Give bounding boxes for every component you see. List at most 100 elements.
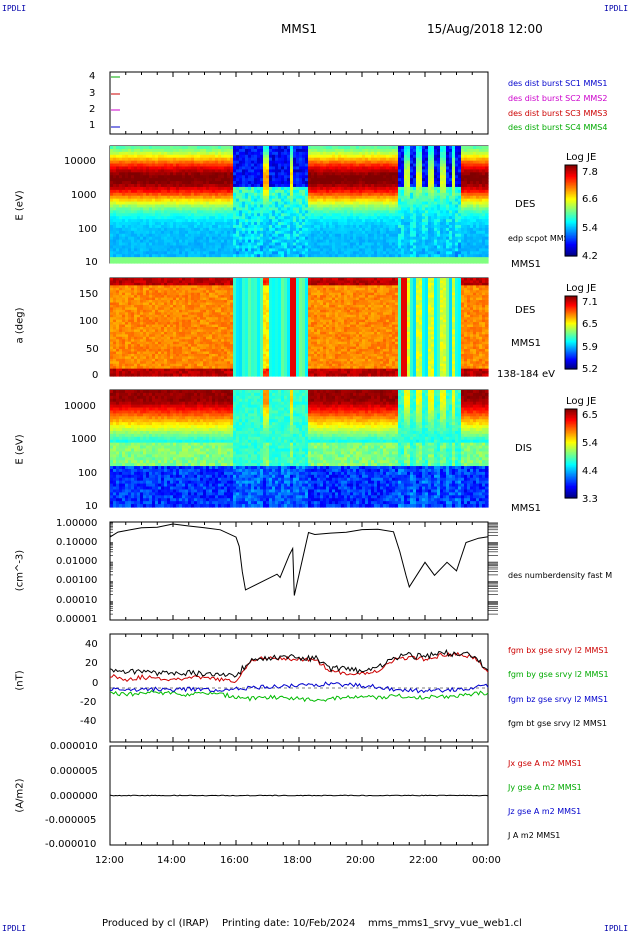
p2-spectrogram-cell: [395, 151, 399, 156]
p2-spectrogram-cell: [236, 230, 240, 235]
p2-spectrogram-cell: [194, 186, 198, 191]
p2-spectrogram-cell: [413, 254, 417, 258]
p2-spectrogram-cell: [185, 260, 189, 264]
p2-spectrogram-cell: [314, 245, 318, 249]
p2-spectrogram-cell: [197, 257, 201, 261]
p2-spectrogram-cell: [323, 151, 327, 156]
p2-spectrogram-cell: [221, 146, 225, 150]
p2-spectrogram-cell: [164, 227, 168, 232]
p2-spectrogram-cell: [215, 184, 219, 188]
p2-spectrogram-cell: [284, 216, 288, 220]
p2-spectrogram-cell: [422, 210, 426, 214]
p2-spectrogram-cell: [371, 239, 375, 244]
p2-spectrogram-cell: [314, 242, 318, 247]
p2-spectrogram-cell: [275, 230, 279, 235]
p2-spectrogram-cell: [194, 160, 198, 165]
p2-spectrogram-cell: [125, 166, 129, 170]
p2-spectrogram-cell: [281, 227, 285, 232]
p2-spectrogram-cell: [200, 210, 204, 214]
p2-spectrogram-cell: [293, 213, 297, 217]
p2-spectrogram-cell: [191, 239, 195, 244]
p2-spectrogram-cell: [212, 151, 216, 156]
p2-spectrogram-cell: [149, 216, 153, 220]
p2-spectrogram-cell: [371, 189, 375, 194]
p2-spectrogram-cell: [215, 192, 219, 197]
p2-spectrogram-cell: [440, 178, 444, 182]
p2-spectrogram-cell: [221, 227, 225, 232]
p2-spectrogram-cell: [242, 227, 246, 232]
p2-spectrogram-cell: [125, 195, 129, 200]
p2-spectrogram-cell: [350, 160, 354, 165]
p2-spectrogram-cell: [374, 230, 378, 235]
p2-spectrogram-cell: [164, 186, 168, 191]
p2-spectrogram-cell: [131, 175, 135, 179]
p2-spectrogram-cell: [251, 166, 255, 170]
p2-spectrogram-cell: [263, 146, 267, 150]
p2-spectrogram-cell: [233, 251, 237, 255]
p2-spectrogram-cell: [224, 239, 228, 244]
p2-spectrogram-cell: [254, 151, 258, 156]
p2-spectrogram-cell: [446, 257, 450, 261]
p2-spectrogram-cell: [140, 207, 144, 211]
p2-spectrogram-cell: [344, 219, 348, 223]
p2-spectrogram-cell: [200, 154, 204, 159]
p2-spectrogram-cell: [377, 230, 381, 235]
p2-spectrogram-cell: [383, 219, 387, 223]
p2-spectrogram-cell: [443, 172, 447, 176]
p2-spectrogram-cell: [371, 154, 375, 159]
p2-spectrogram-cell: [287, 219, 291, 223]
p2-spectrogram-cell: [410, 257, 414, 261]
p2-spectrogram-cell: [257, 154, 261, 159]
p2-spectrogram-cell: [152, 236, 156, 241]
p2-spectrogram-cell: [449, 189, 453, 194]
p2-spectrogram-cell: [422, 178, 426, 182]
p2-spectrogram-cell: [413, 251, 417, 255]
p2-spectrogram-cell: [122, 181, 126, 185]
p1-ytick-1: 1: [89, 120, 96, 131]
p2-spectrogram-cell: [221, 207, 225, 211]
p2-spectrogram-cell: [338, 169, 342, 173]
p2-spectrogram-cell: [158, 154, 162, 159]
p2-spectrogram-cell: [170, 163, 174, 168]
p2-spectrogram-cell: [308, 178, 312, 182]
p2-spectrogram-cell: [287, 245, 291, 249]
p2-spectrogram-cell: [401, 248, 405, 252]
p2-spectrogram-cell: [419, 213, 423, 217]
p2-spectrogram-cell: [392, 198, 396, 203]
p2-spectrogram-cell: [374, 248, 378, 252]
p2-spectrogram-cell: [278, 192, 282, 197]
p2-spectrogram-cell: [341, 204, 345, 209]
p2-spectrogram-cell: [257, 166, 261, 170]
p2-spectrogram-cell: [224, 175, 228, 179]
p2-spectrogram-cell: [242, 222, 246, 226]
p2-spectrogram-cell: [128, 251, 132, 255]
p2-spectrogram-cell: [119, 172, 123, 176]
p2-spectrogram-cell: [212, 186, 216, 191]
p2-spectrogram-cell: [395, 236, 399, 241]
p2-spectrogram-cell: [290, 166, 294, 170]
p2-spectrogram-cell: [344, 178, 348, 182]
p2-spectrogram-cell: [140, 166, 144, 170]
p2-spectrogram-cell: [377, 236, 381, 241]
p2-spectrogram-cell: [413, 204, 417, 209]
p2-spectrogram-cell: [302, 210, 306, 214]
p6-legend-bx: fgm bx gse srvy l2 MMS1: [508, 646, 609, 655]
p2-spectrogram-cell: [341, 157, 345, 162]
p2-spectrogram-cell: [110, 181, 114, 185]
p2-spectrogram-cell: [212, 213, 216, 217]
p2-spectrogram-cell: [302, 224, 306, 229]
p2-spectrogram-cell: [347, 195, 351, 200]
p2-spectrogram-cell: [254, 245, 258, 249]
p3-ytick-150: 150: [79, 289, 99, 300]
p2-spectrogram-cell: [332, 242, 336, 247]
p2-spectrogram-cell: [113, 219, 117, 223]
p2-spectrogram-cell: [398, 224, 402, 229]
p2-spectrogram-cell: [302, 219, 306, 223]
p2-spectrogram-cell: [320, 233, 324, 238]
p2-spectrogram-cell: [332, 207, 336, 211]
p2-spectrogram-cell: [428, 178, 432, 182]
p2-spectrogram-cell: [299, 224, 303, 229]
p2-spectrogram-cell: [188, 236, 192, 241]
p2-spectrogram-cell: [380, 233, 384, 238]
p2-spectrogram-cell: [293, 224, 297, 229]
